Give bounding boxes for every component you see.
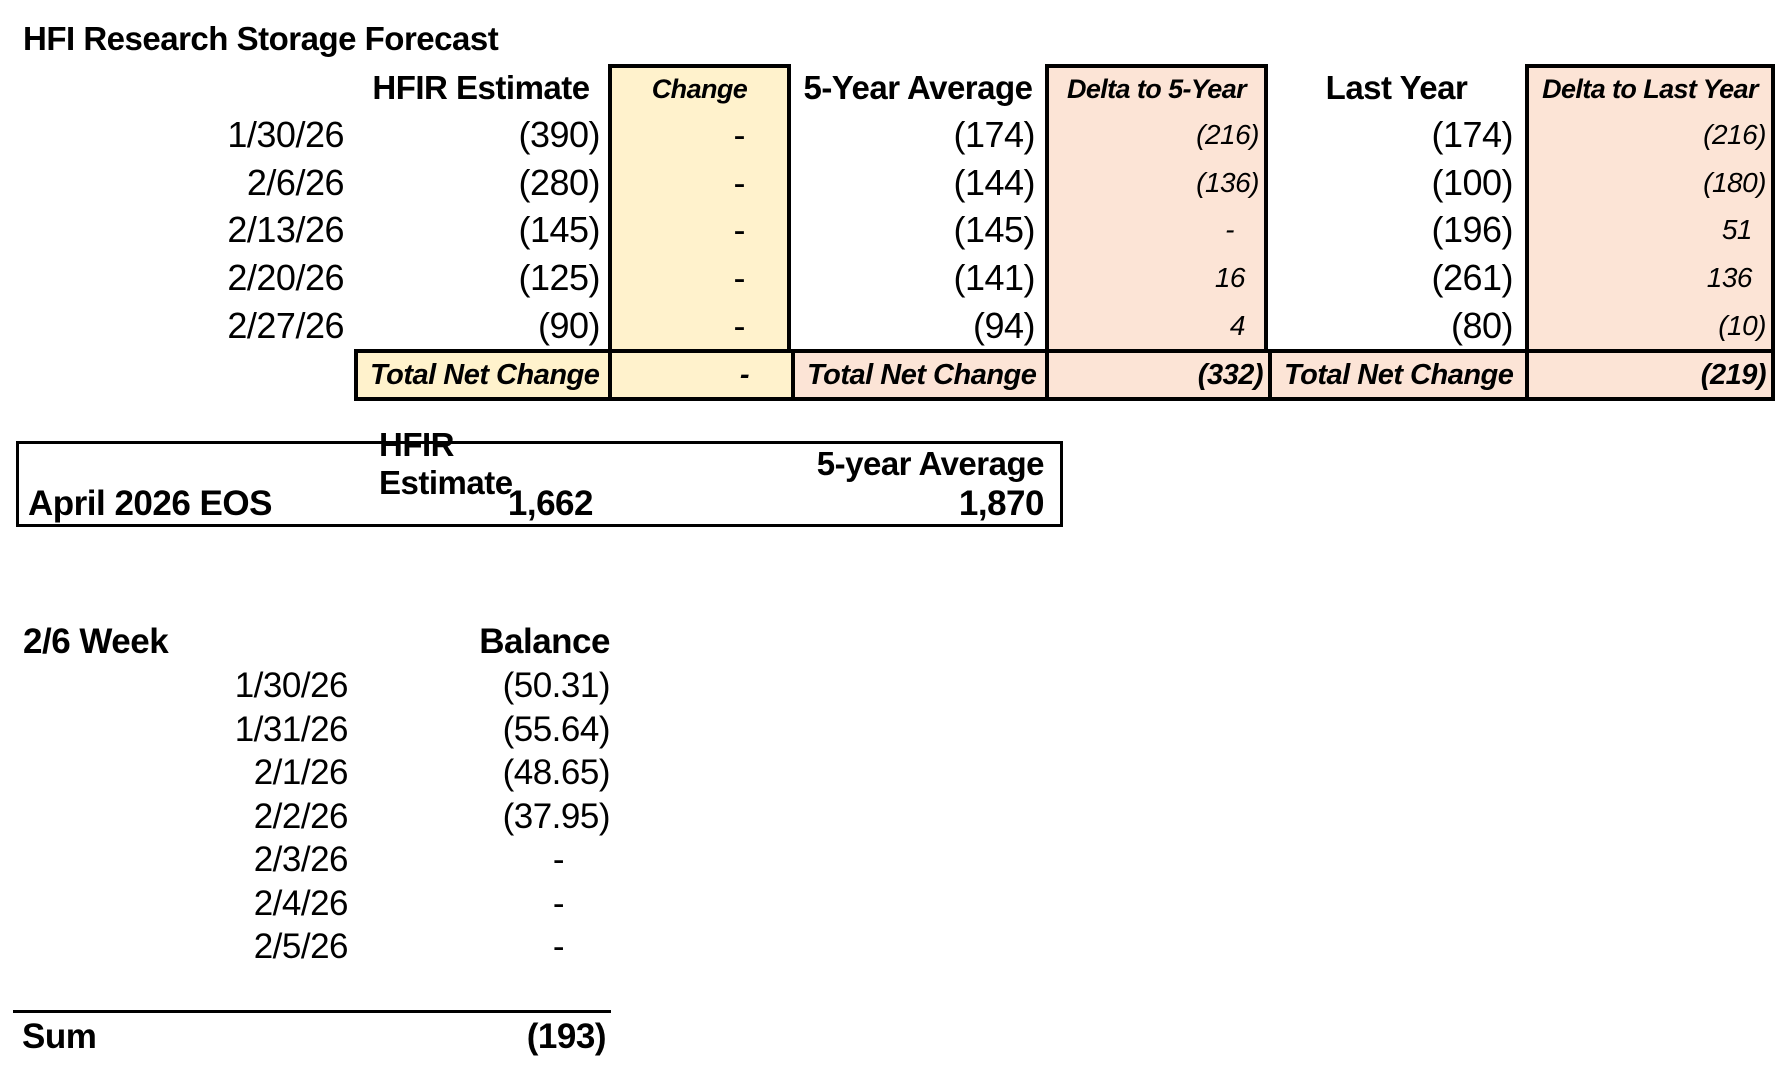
cell-change: - [608,254,791,302]
cell-last-year: (80) [1450,304,1514,346]
week-row-date: 2/1/26 [253,753,349,792]
week-row-date: 2/4/26 [253,883,349,923]
cell-last-year: (196) [1431,209,1513,250]
cell-delta5: 16 [1045,254,1268,302]
eos-row-label: April 2026 EOS [28,484,272,523]
week-balance-section: 2/6 Week Balance 1/30/26 (50.31) 1/31/26… [0,620,612,969]
eos-hfir-value: 1,662 [507,484,594,523]
total-net-change-value-deltalast: (219) [1525,349,1775,401]
cell-delta5: (216) [1045,111,1268,159]
cell-change: - [608,111,791,159]
cell-date: 2/27/26 [227,304,344,346]
week-row-balance: (50.31) [502,666,611,705]
cell-date: 1/30/26 [227,114,344,155]
week-row-date: 2/5/26 [253,927,349,966]
total-net-change-label-5yr: Total Net Change [791,349,1045,401]
cell-delta-last: (216) [1525,111,1775,159]
cell-date: 2/13/26 [227,209,344,250]
total-net-change-label-hfir: Total Net Change [354,349,608,401]
cell-hfir: (125) [518,257,600,298]
week-row-balance: (48.65) [502,753,611,792]
cell-delta-last: 136 [1525,254,1775,302]
page-title: HFI Research Storage Forecast [23,20,499,57]
sum-divider-line [13,1010,611,1013]
total-net-change-value-change: - [608,349,791,401]
cell-delta5: 4 [1045,302,1268,349]
week-section-title: 2/6 Week [23,622,169,661]
cell-change: - [608,159,791,206]
header-delta-to-5-year: Delta to 5-Year [1045,64,1268,111]
cell-hfir: (390) [518,114,600,155]
week-row-balance: (55.64) [502,709,611,749]
eos-table: HFIR Estimate 5-year Average April 2026 … [16,426,1063,527]
header-spacer [0,64,354,111]
cell-avg5: (141) [953,257,1035,298]
cell-hfir: (145) [518,209,600,250]
cell-avg5: (144) [953,161,1035,203]
cell-hfir: (280) [518,161,600,203]
cell-change: - [608,206,791,254]
cell-last-year: (174) [1431,114,1513,155]
eos-header-spacer [19,444,379,484]
cell-date: 2/20/26 [227,257,344,298]
header-delta-to-last-year: Delta to Last Year [1525,64,1775,111]
cell-change: - [608,302,791,349]
sum-row: Sum (193) [13,1016,611,1058]
cell-delta-last: (180) [1525,159,1775,206]
sum-value: (193) [526,1017,607,1056]
header-5-year-average: 5-Year Average [803,68,1033,106]
eos-header-5yr: 5-year Average [816,445,1045,482]
total-row-spacer [0,349,354,401]
week-row-date: 2/3/26 [253,840,349,879]
total-net-change-value-delta5: (332) [1045,349,1268,401]
sum-label: Sum [22,1017,97,1056]
cell-avg5: (174) [953,114,1035,155]
forecast-table: HFIR Estimate Change 5-Year Average Delt… [0,64,1775,401]
week-row-date: 1/30/26 [234,666,349,705]
cell-date: 2/6/26 [246,161,345,203]
cell-delta5: (136) [1045,159,1268,206]
eos-5yr-value: 1,870 [958,484,1045,523]
cell-delta5: - [1045,206,1268,254]
cell-hfir: (90) [537,304,601,346]
cell-avg5: (145) [953,209,1035,250]
cell-avg5: (94) [972,304,1036,346]
eos-header-hfir: HFIR Estimate [379,426,513,501]
total-net-change-label-lastyear: Total Net Change [1268,349,1525,401]
header-change: Change [608,64,791,111]
week-row-date: 2/2/26 [253,796,349,836]
cell-last-year: (100) [1431,161,1513,203]
cell-delta-last: (10) [1525,302,1775,349]
week-row-date: 1/31/26 [234,709,349,749]
week-row-balance: (37.95) [502,796,611,836]
balance-header: Balance [479,622,610,661]
cell-last-year: (261) [1431,257,1513,298]
cell-delta-last: 51 [1525,206,1775,254]
header-hfir-estimate: HFIR Estimate [372,68,590,106]
week-row-balance: - [552,840,565,879]
week-row-balance: - [552,883,565,923]
header-last-year: Last Year [1325,68,1468,106]
week-row-balance: - [552,927,565,966]
